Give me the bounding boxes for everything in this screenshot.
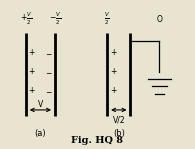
Text: $-$: $-$ — [45, 86, 53, 95]
Text: $+\frac{V}{2}$: $+\frac{V}{2}$ — [20, 11, 32, 27]
Text: $-\frac{V}{2}$: $-\frac{V}{2}$ — [49, 11, 61, 27]
Text: $-$: $-$ — [45, 48, 53, 57]
Text: $\frac{V}{2}$: $\frac{V}{2}$ — [104, 11, 110, 27]
Text: +: + — [28, 67, 35, 76]
Text: V/2: V/2 — [113, 116, 125, 125]
Text: $-$: $-$ — [45, 67, 53, 76]
Text: +: + — [28, 48, 35, 57]
Text: Fig. HQ 8: Fig. HQ 8 — [72, 136, 123, 145]
Text: +: + — [28, 86, 35, 95]
Text: O: O — [157, 15, 162, 24]
Text: V: V — [38, 100, 43, 108]
Text: +: + — [110, 67, 116, 76]
Text: +: + — [110, 86, 116, 95]
Text: (a): (a) — [35, 129, 46, 138]
Text: (b): (b) — [113, 129, 125, 138]
Text: +: + — [110, 48, 116, 57]
